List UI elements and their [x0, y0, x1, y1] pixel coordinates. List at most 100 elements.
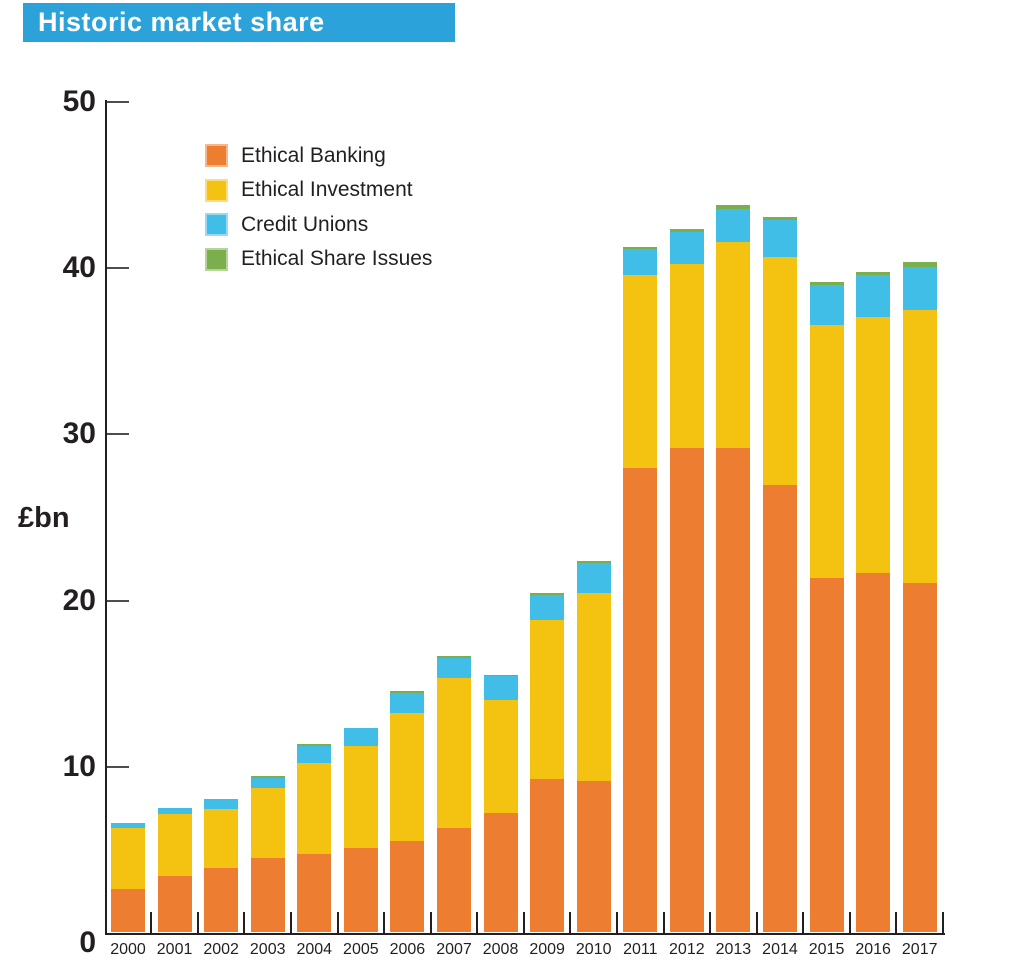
bar-segment-ethical-investment-2016	[856, 316, 891, 574]
x-axis-tick	[802, 911, 805, 933]
bar-segment-ethical-banking-2013	[716, 448, 751, 933]
y-axis-tick	[107, 433, 129, 436]
x-axis-tick	[709, 911, 712, 933]
bar-segment-ethical-share-issues-2013	[716, 205, 751, 209]
x-axis-year-label: 2014	[762, 941, 798, 958]
legend-item-ethical-share-issues: Ethical Share Issues	[205, 247, 432, 271]
y-axis-tick-label: 50	[62, 84, 96, 118]
x-axis-year-label: 2002	[203, 941, 239, 958]
bar-segment-credit-unions-2003	[250, 777, 285, 788]
bar-segment-ethical-share-issues-2010	[576, 561, 611, 564]
chart-legend: Ethical Banking Ethical Investment Credi…	[205, 144, 432, 282]
bar-segment-ethical-investment-2002	[204, 809, 239, 868]
x-axis-tick	[522, 911, 525, 933]
y-axis-tick-label: 10	[62, 750, 96, 784]
bar-segment-ethical-banking-2016	[856, 573, 891, 933]
x-axis-year-label: 2005	[343, 941, 379, 958]
legend-label-credit-unions: Credit Unions	[241, 212, 369, 236]
y-axis-tick-label: 20	[62, 583, 96, 617]
bar-segment-credit-unions-2008	[483, 676, 518, 700]
bar-segment-ethical-investment-2017	[902, 310, 937, 584]
bar-segment-ethical-share-issues-2004	[297, 744, 332, 747]
bar-segment-ethical-banking-2007	[436, 827, 471, 933]
bar-segment-ethical-investment-2012	[669, 263, 704, 449]
bar-segment-credit-unions-2005	[343, 727, 378, 747]
bar-segment-ethical-investment-2009	[530, 619, 565, 780]
x-axis-year-label: 2017	[901, 941, 938, 958]
x-axis-year-label: 2015	[808, 941, 845, 958]
bar-segment-ethical-share-issues-2007	[436, 656, 471, 658]
bar-segment-ethical-investment-2011	[623, 275, 658, 469]
x-axis-year-label: 2011	[623, 941, 658, 958]
x-axis-tick	[289, 911, 292, 933]
bar-segment-ethical-banking-2000	[111, 889, 145, 933]
bar-segment-ethical-investment-2004	[297, 762, 332, 855]
x-axis-year-label: 2006	[389, 941, 426, 958]
bar-segment-ethical-banking-2015	[809, 578, 844, 933]
bar-segment-ethical-share-issues-2003	[250, 776, 285, 778]
x-axis-tick	[755, 911, 758, 933]
x-axis-tick	[336, 911, 339, 933]
bar-segment-credit-unions-2010	[576, 563, 611, 594]
bar-segment-ethical-share-issues-2014	[762, 216, 797, 221]
bar-segment-ethical-banking-2009	[530, 779, 565, 933]
bar-segment-ethical-banking-2008	[483, 812, 518, 933]
x-axis-tick	[196, 911, 199, 933]
x-axis-year-label: 2008	[482, 941, 519, 958]
bar-segment-credit-unions-2017	[902, 266, 937, 311]
bar-segment-ethical-banking-2003	[250, 857, 285, 933]
bar-segment-ethical-investment-2000	[111, 827, 145, 890]
bar-segment-ethical-banking-2004	[297, 854, 332, 933]
legend-swatch-credit-unions	[205, 213, 228, 236]
bar-segment-ethical-investment-2007	[436, 677, 471, 828]
bar-segment-ethical-share-issues-2009	[530, 593, 565, 595]
bar-segment-ethical-investment-2013	[716, 241, 751, 449]
bar-segment-credit-unions-2015	[809, 285, 844, 326]
bar-segment-ethical-banking-2014	[762, 484, 797, 933]
bar-segment-ethical-share-issues-2011	[623, 246, 658, 249]
bar-segment-ethical-banking-2012	[669, 448, 704, 933]
x-axis-tick	[476, 911, 479, 933]
bar-segment-ethical-share-issues-2006	[390, 691, 425, 693]
bar-segment-ethical-banking-2011	[623, 468, 658, 933]
bar-segment-credit-unions-2012	[669, 231, 704, 264]
x-axis-year-label: 2004	[296, 941, 333, 958]
bar-segment-ethical-investment-2001	[157, 814, 192, 876]
y-axis-tick	[107, 266, 129, 269]
y-axis-tick-label: 0	[79, 925, 96, 959]
y-axis-tick-label: 40	[62, 250, 96, 284]
legend-item-credit-unions: Credit Unions	[205, 213, 432, 236]
y-axis-tick	[107, 599, 129, 602]
bar-segment-ethical-investment-2015	[809, 325, 844, 579]
bar-segment-credit-unions-2002	[204, 799, 239, 810]
legend-swatch-ethical-investment	[205, 178, 228, 202]
bar-segment-credit-unions-2009	[530, 594, 565, 620]
bar-segment-ethical-share-issues-2016	[856, 271, 891, 276]
x-axis-tick	[662, 911, 665, 933]
bar-segment-credit-unions-2013	[716, 208, 751, 242]
legend-label-ethical-banking: Ethical Banking	[241, 143, 386, 167]
bar-segment-ethical-investment-2008	[483, 699, 518, 813]
y-axis-line	[105, 100, 107, 935]
bar-segment-ethical-investment-2010	[576, 593, 611, 782]
legend-swatch-ethical-share-issues	[205, 247, 228, 271]
x-axis-year-label: 2000	[110, 941, 146, 958]
x-axis-year-label: 2016	[855, 941, 891, 958]
x-axis-tick	[243, 911, 246, 933]
bar-segment-ethical-banking-2010	[576, 781, 611, 933]
legend-swatch-ethical-banking	[205, 144, 228, 167]
bar-segment-credit-unions-2011	[623, 248, 658, 276]
x-axis-tick	[895, 911, 898, 933]
bar-segment-ethical-banking-2001	[157, 875, 192, 933]
legend-item-ethical-investment: Ethical Investment	[205, 178, 432, 202]
bar-segment-ethical-share-issues-2015	[809, 281, 844, 286]
x-axis-year-label: 2009	[529, 941, 565, 958]
x-axis-year-label: 2013	[715, 941, 752, 958]
bar-segment-credit-unions-2016	[856, 275, 891, 317]
y-axis-tick	[107, 100, 129, 103]
x-axis-year-label: 2012	[669, 941, 705, 958]
y-axis-unit-label: £bn	[18, 502, 70, 534]
x-axis-line	[105, 932, 945, 935]
